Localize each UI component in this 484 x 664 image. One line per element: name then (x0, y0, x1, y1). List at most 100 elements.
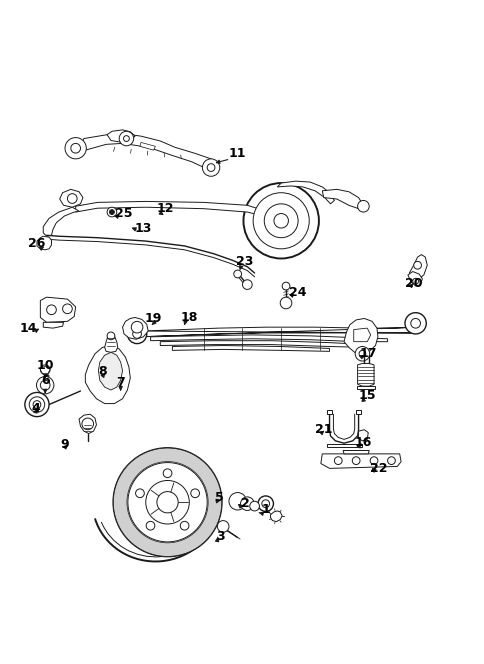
Text: 11: 11 (228, 147, 246, 159)
Circle shape (412, 278, 418, 284)
Text: 21: 21 (314, 423, 332, 436)
Text: 6: 6 (41, 374, 49, 387)
Circle shape (357, 201, 368, 212)
Circle shape (40, 380, 50, 390)
Circle shape (354, 347, 369, 361)
Text: 17: 17 (359, 347, 376, 361)
Polygon shape (172, 345, 329, 351)
Circle shape (351, 457, 359, 465)
Polygon shape (355, 410, 360, 414)
Circle shape (264, 204, 298, 238)
Text: 20: 20 (405, 277, 422, 290)
Circle shape (113, 448, 221, 556)
Circle shape (207, 164, 214, 171)
Polygon shape (342, 450, 368, 454)
Polygon shape (43, 322, 63, 328)
Circle shape (67, 194, 77, 203)
Circle shape (25, 392, 49, 416)
Text: 12: 12 (156, 202, 173, 215)
Circle shape (62, 304, 72, 313)
Polygon shape (85, 345, 130, 404)
Circle shape (123, 135, 129, 141)
Polygon shape (77, 133, 217, 170)
Polygon shape (277, 181, 333, 204)
Text: 9: 9 (60, 438, 69, 451)
Polygon shape (37, 236, 51, 250)
Polygon shape (270, 511, 282, 522)
Circle shape (404, 313, 425, 334)
Circle shape (71, 143, 80, 153)
Circle shape (133, 329, 141, 338)
Circle shape (190, 489, 199, 497)
Polygon shape (322, 189, 363, 208)
Polygon shape (79, 414, 96, 434)
Text: 24: 24 (289, 286, 306, 299)
Circle shape (131, 321, 143, 333)
Polygon shape (40, 297, 76, 322)
Text: 8: 8 (98, 365, 106, 378)
Circle shape (253, 193, 309, 249)
Circle shape (280, 297, 291, 309)
Polygon shape (408, 254, 426, 280)
Text: 26: 26 (28, 238, 45, 250)
Circle shape (29, 397, 45, 412)
Text: 14: 14 (20, 321, 37, 335)
Text: 15: 15 (358, 389, 375, 402)
Polygon shape (138, 327, 415, 337)
Circle shape (107, 332, 115, 340)
Wedge shape (113, 448, 221, 556)
Text: 13: 13 (135, 222, 151, 234)
Polygon shape (357, 363, 373, 386)
Polygon shape (140, 142, 155, 150)
Circle shape (36, 376, 54, 394)
Circle shape (261, 500, 269, 507)
Text: 4: 4 (31, 402, 40, 415)
Circle shape (202, 159, 219, 176)
Circle shape (257, 496, 273, 511)
Circle shape (146, 481, 189, 524)
Polygon shape (320, 454, 400, 468)
Text: 3: 3 (216, 530, 225, 542)
Circle shape (333, 457, 341, 465)
Circle shape (33, 400, 41, 408)
Circle shape (109, 210, 114, 214)
Polygon shape (326, 444, 362, 447)
Circle shape (233, 270, 241, 278)
Circle shape (242, 280, 252, 290)
Polygon shape (358, 430, 367, 441)
Circle shape (163, 469, 171, 477)
Text: 2: 2 (240, 497, 249, 510)
Circle shape (65, 137, 86, 159)
Circle shape (228, 493, 246, 510)
Circle shape (282, 282, 289, 290)
Polygon shape (407, 272, 422, 286)
Text: 7: 7 (116, 376, 125, 389)
Circle shape (146, 521, 154, 530)
Circle shape (127, 324, 147, 343)
Polygon shape (43, 207, 79, 236)
Text: 1: 1 (261, 503, 270, 517)
Circle shape (46, 305, 56, 315)
Polygon shape (343, 319, 377, 354)
Circle shape (119, 131, 134, 146)
Polygon shape (151, 335, 387, 342)
Circle shape (136, 489, 144, 497)
Circle shape (387, 457, 394, 465)
Circle shape (369, 457, 377, 465)
Polygon shape (98, 353, 122, 390)
Circle shape (82, 418, 93, 430)
Polygon shape (76, 201, 262, 216)
Polygon shape (356, 386, 374, 389)
Circle shape (157, 491, 178, 513)
Circle shape (107, 207, 117, 217)
Text: 25: 25 (115, 207, 133, 220)
Polygon shape (107, 130, 135, 142)
Text: 10: 10 (36, 359, 54, 373)
Circle shape (243, 183, 318, 258)
Circle shape (128, 463, 207, 542)
Text: 5: 5 (214, 491, 223, 504)
Text: 23: 23 (236, 256, 253, 268)
Text: 16: 16 (354, 436, 371, 449)
Circle shape (180, 521, 189, 530)
Polygon shape (60, 189, 83, 207)
